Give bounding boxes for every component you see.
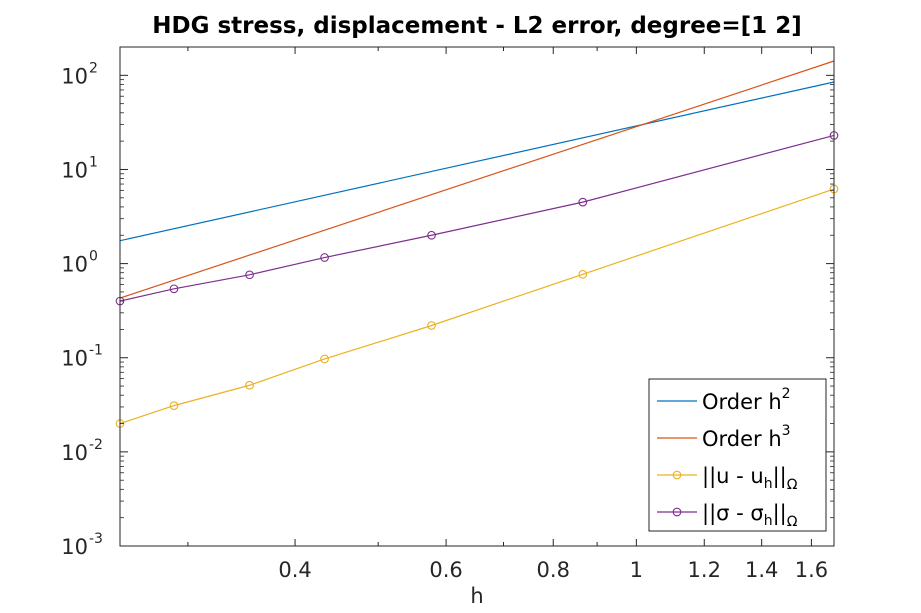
x-tick-label: 0.4 [278,558,311,582]
y-tick-label: 10 [61,347,88,371]
legend-entry-2: ||u - uh||Ω [657,464,798,493]
data-point [427,230,436,240]
legend-entry-0: Order h2 [657,386,791,414]
legend-entry-3: ||σ - σh||Ω [657,501,798,530]
legend-entry-1: Order h3 [657,423,791,451]
series-1 [119,60,835,299]
x-tick-label: 0.6 [429,558,462,582]
legend-marker [672,470,682,480]
data-point [245,270,254,280]
series-2 [115,184,839,428]
legend-label: Order h3 [702,423,791,451]
y-tick-label: 10 [61,535,88,559]
x-tick-label: 0.8 [537,558,570,582]
data-point [578,197,588,207]
series-line [119,81,835,242]
data-point [320,253,329,262]
x-tick-label: 1 [630,558,643,582]
legend: Order h2 Order h3 ||u - uh||Ω ||σ - σh||Ω [648,378,827,532]
legend-marker [672,507,682,517]
y-tick-exponent: -3 [89,531,103,547]
legend-label: Order h2 [702,386,791,414]
data-point [169,284,179,294]
series-0 [119,81,835,242]
y-tick-exponent: 2 [89,60,98,76]
axes-box [119,46,835,547]
legend-box [648,378,827,532]
y-tick-label: 10 [61,253,88,277]
plot-area [115,46,839,547]
y-tick-exponent: 0 [89,249,98,265]
data-point [427,321,436,330]
legend-label: ||u - uh||Ω [702,464,798,493]
legend-label: ||σ - σh||Ω [702,501,798,530]
chart-title: HDG stress, displacement - L2 error, deg… [152,13,801,39]
y-tick-exponent: -1 [89,343,103,359]
series-line [119,188,835,425]
x-tick-label: 1.2 [688,558,721,582]
x-axis-label: h [470,584,483,608]
data-point [245,380,254,390]
x-tick-label: 1.4 [745,558,778,582]
y-tick-label: 10 [61,64,88,88]
data-point [320,354,329,364]
y-tick-label: 10 [61,441,88,465]
data-point [578,269,588,279]
data-point [169,401,179,410]
series-line [119,134,835,302]
y-tick-exponent: -2 [89,437,103,453]
series-line [119,60,835,299]
x-axis: 0.4 0.6 0.8 1 1.2 1.4 1.6 [187,47,828,582]
y-tick-exponent: 1 [89,154,98,170]
x-tick-label: 1.6 [795,558,828,582]
y-tick-label: 10 [61,158,88,182]
